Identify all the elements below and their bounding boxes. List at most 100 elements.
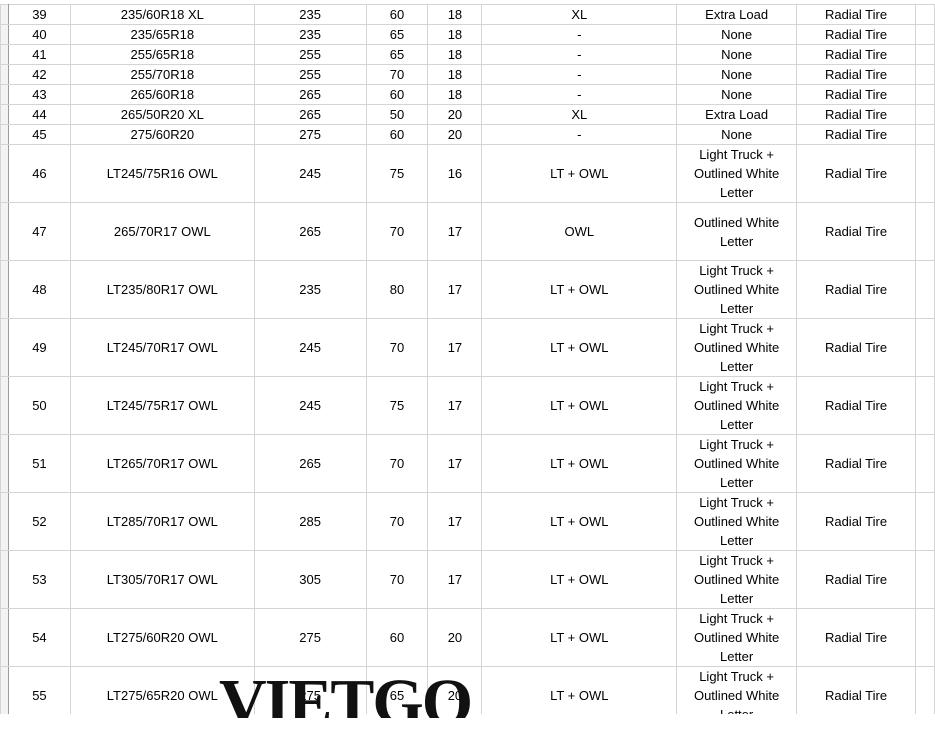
description-text: Light Truck + Outlined White Letter [693,321,780,374]
sheet-row: 50 LT245/75R17 OWL 245 75 17 LT + OWL Light Tr… [0,376,935,435]
width-cell: 265 [253,104,367,125]
row-header [0,124,9,145]
description-text: None [721,87,753,102]
description-text: Light Truck + Outlined White Letter [693,437,780,490]
width-cell: 235 [253,24,367,45]
width-cell: 245 [253,376,367,435]
tire-size-cell: LT245/75R16 OWL [69,144,255,203]
rim-diameter-cell: 18 [427,24,483,45]
rim-diameter-cell: 17 [427,202,483,261]
tire-type-cell: Radial Tire [796,84,916,105]
blank-area [0,714,935,752]
empty-cell [914,434,935,493]
aspect-ratio-cell: 70 [365,318,429,377]
code-cell: - [481,24,678,45]
rim-diameter-cell: 18 [427,4,483,25]
tire-type-cell: Radial Tire [796,434,916,493]
code-cell: OWL [481,202,678,261]
description-cell: None [676,24,798,45]
description-text: Extra Load [705,107,769,122]
row-number-cell: 45 [7,124,71,145]
row-number-cell: 48 [7,260,71,319]
aspect-ratio-cell: 60 [365,4,429,25]
empty-cell [914,104,935,125]
sheet-row: 54 LT275/60R20 OWL 275 60 20 LT + OWL Light Tr… [0,608,935,667]
row-header [0,550,9,609]
tire-type-cell: Radial Tire [796,550,916,609]
empty-cell [914,4,935,25]
tire-type-cell: Radial Tire [796,608,916,667]
description-cell: Light Truck + Outlined White Letter [676,666,798,725]
width-cell: 285 [253,492,367,551]
tire-type-cell: Radial Tire [796,318,916,377]
aspect-ratio-cell: 70 [365,64,429,85]
description-cell: None [676,64,798,85]
code-cell: LT + OWL [481,434,678,493]
description-text: Light Truck + Outlined White Letter [693,263,780,316]
row-number-cell: 40 [7,24,71,45]
description-text: Light Truck + Outlined White Letter [693,147,780,200]
sheet-row: 52 LT285/70R17 OWL 285 70 17 LT + OWL Light Tr… [0,492,935,551]
description-cell: None [676,84,798,105]
row-header [0,376,9,435]
tire-type-cell: Radial Tire [796,260,916,319]
rim-diameter-cell: 18 [427,84,483,105]
tire-size-cell: 265/50R20 XL [69,104,255,125]
width-cell: 235 [253,260,367,319]
sheet-row: 53 LT305/70R17 OWL 305 70 17 LT + OWL Light Tr… [0,550,935,609]
width-cell: 245 [253,144,367,203]
code-cell: - [481,44,678,65]
description-cell: Extra Load [676,104,798,125]
description-text: Light Truck + Outlined White Letter [693,379,780,432]
row-number-cell: 47 [7,202,71,261]
sheet-row: 43 265/60R18 265 60 18- None Radial Tire [0,84,935,105]
description-cell: Light Truck + Outlined White Letter [676,608,798,667]
description-text: Light Truck + Outlined White Letter [693,553,780,606]
description-cell: None [676,124,798,145]
tire-size-cell: 275/60R20 [69,124,255,145]
description-cell: Light Truck + Outlined White Letter [676,144,798,203]
watermark-clip: VIETGO [215,668,505,719]
empty-cell [914,376,935,435]
width-cell: 265 [253,84,367,105]
tire-size-cell: LT275/60R20 OWL [69,608,255,667]
row-header [0,260,9,319]
row-header [0,144,9,203]
width-cell: 305 [253,550,367,609]
tire-type-cell: Radial Tire [796,202,916,261]
sheet-row: 41 255/65R18 255 65 18- None Radial Tire [0,44,935,65]
rim-diameter-cell: 18 [427,64,483,85]
empty-cell [914,492,935,551]
aspect-ratio-cell: 60 [365,84,429,105]
empty-cell [914,550,935,609]
rim-diameter-cell: 17 [427,260,483,319]
tire-type-cell: Radial Tire [796,24,916,45]
tire-type-cell: Radial Tire [796,64,916,85]
tire-type-cell: Radial Tire [796,4,916,25]
description-text: Light Truck + Outlined White Letter [693,611,780,664]
row-number-cell: 42 [7,64,71,85]
row-header [0,4,9,25]
description-cell: Light Truck + Outlined White Letter [676,492,798,551]
row-number-cell: 46 [7,144,71,203]
description-cell: Light Truck + Outlined White Letter [676,260,798,319]
rim-diameter-cell: 20 [427,124,483,145]
aspect-ratio-cell: 60 [365,608,429,667]
row-header [0,84,9,105]
sheet-row: 49 LT245/70R17 OWL 245 70 17 LT + OWL Light Tr… [0,318,935,377]
rim-diameter-cell: 17 [427,434,483,493]
row-header [0,202,9,261]
tire-type-cell: Radial Tire [796,376,916,435]
aspect-ratio-cell: 50 [365,104,429,125]
tire-type-cell: Radial Tire [796,104,916,125]
rim-diameter-cell: 18 [427,44,483,65]
tire-size-cell: LT265/70R17 OWL [69,434,255,493]
empty-cell [914,24,935,45]
tire-size-cell: 255/65R18 [69,44,255,65]
rim-diameter-cell: 17 [427,376,483,435]
tire-size-cell: LT235/80R17 OWL [69,260,255,319]
empty-cell [914,202,935,261]
code-cell: LT + OWL [481,550,678,609]
description-cell: None [676,44,798,65]
